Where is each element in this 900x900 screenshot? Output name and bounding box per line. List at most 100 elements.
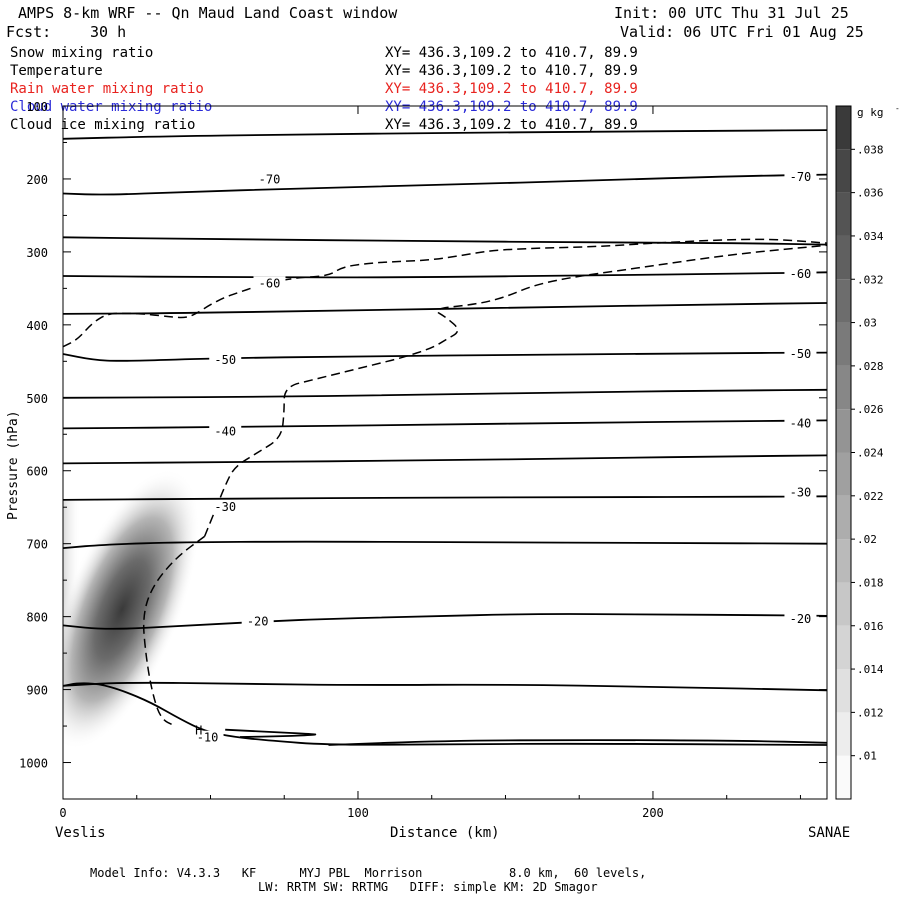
x-tick-label: 100 [347,806,369,820]
colorbar-bin [836,322,851,366]
colorbar-bin [836,149,851,193]
contour-label-bg [209,352,242,367]
colorbar-label: .01 [857,750,877,763]
colorbar-bin [836,106,851,150]
cloud-ice-contour [142,535,206,727]
contour-label: -40 [790,416,812,430]
contour-label-bg [253,276,286,291]
contour-label: -60 [790,267,812,281]
contour-label-bg [784,347,817,362]
isotherm-line [328,739,828,746]
x-axis-title: Distance (km) [390,825,500,841]
contour-label-bg [784,416,817,431]
contour-label: -30 [790,486,812,500]
colorbar-bin [836,409,851,453]
plot-axes: 100 200 300 400 500 600 700 800 900 1000 0 100 200 [19,100,828,820]
valid-time: Valid: 06 UTC Fri 01 Aug 25 [620,23,864,41]
colorbar-bin [836,539,851,583]
contour-label-bg [241,614,274,629]
colorbar-bin [836,755,851,799]
isotherm-line [225,728,317,738]
colorbar-bin [836,192,851,236]
colorbar-bin [836,669,851,713]
colorbar-label: .016 [857,620,884,633]
contour-label-bg [253,172,286,187]
y-tick-label: 400 [26,319,48,333]
colorbar-bin [836,279,851,323]
isotherm-line [63,540,828,549]
snow-maximum-shading [63,468,200,751]
contour-label-bg [784,485,817,500]
cloud-ice-contour [203,244,828,537]
isotherm-line [63,682,828,746]
contour-label: -50 [214,353,236,367]
x-tick-label: 200 [642,806,664,820]
contour-label: -20 [790,612,812,626]
contour-labels: -70 -60 -50 -40 -30 -20 -10 -70 -60 -50 -40 -30 -20 H [191,169,817,745]
contour-label-bg [209,424,242,439]
colorbar-label: .014 [857,663,884,676]
x-tick-label: 0 [59,806,66,820]
colorbar-unit-exponent: -1 [895,104,900,113]
model-info-line1: Model Info: V4.3.3 KF MYJ PBL Morrison 8… [90,866,647,880]
plot-frame [62,105,828,800]
contour-label: -60 [259,276,281,290]
isotherm-line [63,419,828,430]
contour-label: -70 [259,173,281,187]
field-name-cloud-water: Cloud water mixing ratio [10,99,213,115]
contour-label: -10 [197,731,219,745]
isotherm-line [63,388,828,399]
colorbar-bin [836,452,851,496]
colorbar: .01 .012 .014 .016 .018 .02 .022 .024 .026 .028 .0… [835,104,900,800]
colorbar-label: .032 [857,273,884,286]
colorbar-label: .036 [857,187,884,200]
contour-label: -20 [247,615,269,629]
field-name-rain: Rain water mixing ratio [10,81,204,97]
y-tick-label: 1000 [19,757,48,771]
colorbar-unit: g kg [857,106,884,119]
colorbar-label: .018 [857,576,884,589]
isotherm-line [63,271,828,279]
field-xy-cloud-ice: XY= 436.3,109.2 to 410.7, 89.9 [385,117,638,133]
forecast-label: Fcst: [6,23,52,41]
y-tick-label: 300 [26,246,48,260]
high-marker: H [195,723,202,737]
contour-label-bg [209,500,242,515]
colorbar-label: .026 [857,403,884,416]
colorbar-label: .028 [857,360,884,373]
isotherm-line [63,454,828,465]
colorbar-label: .02 [857,533,877,546]
y-tick-label: 200 [26,173,48,187]
y-tick-label: 800 [26,611,48,625]
colorbar-label: .034 [857,230,884,243]
colorbar-bin [836,235,851,280]
colorbar-label: .038 [857,143,884,156]
x-end-label-right: SANAE [808,825,851,841]
isotherm-line [63,129,828,140]
isotherm-line [63,495,828,501]
isotherm-line [63,613,828,630]
colorbar-bin [836,365,851,410]
field-name-cloud-ice: Cloud ice mixing ratio [10,117,196,133]
contour-label-bg [784,266,817,281]
contour-label-bg [191,730,224,745]
contour-label-bg [784,611,817,626]
contour-label: -70 [790,170,812,184]
temperature-contours [63,129,828,746]
colorbar-label: .03 [857,317,877,330]
forecast-hour: 30 h [90,23,127,41]
y-tick-label: 500 [26,392,48,406]
isotherm-line [63,681,828,692]
field-xy-rain: XY= 436.3,109.2 to 410.7, 89.9 [385,81,638,97]
y-tick-label: 900 [26,684,48,698]
field-xy-temperature: XY= 436.3,109.2 to 410.7, 89.9 [385,63,638,79]
cloud-ice-contour [63,238,828,348]
chart-title: AMPS 8-km WRF -- Qn Maud Land Coast wind… [18,4,398,22]
isotherm-line [63,173,828,196]
colorbar-label: .024 [857,447,884,460]
isotherm-line [63,302,828,315]
field-name-temperature: Temperature [10,63,103,79]
y-tick-label: 600 [26,465,48,479]
y-tick-label: 700 [26,538,48,552]
